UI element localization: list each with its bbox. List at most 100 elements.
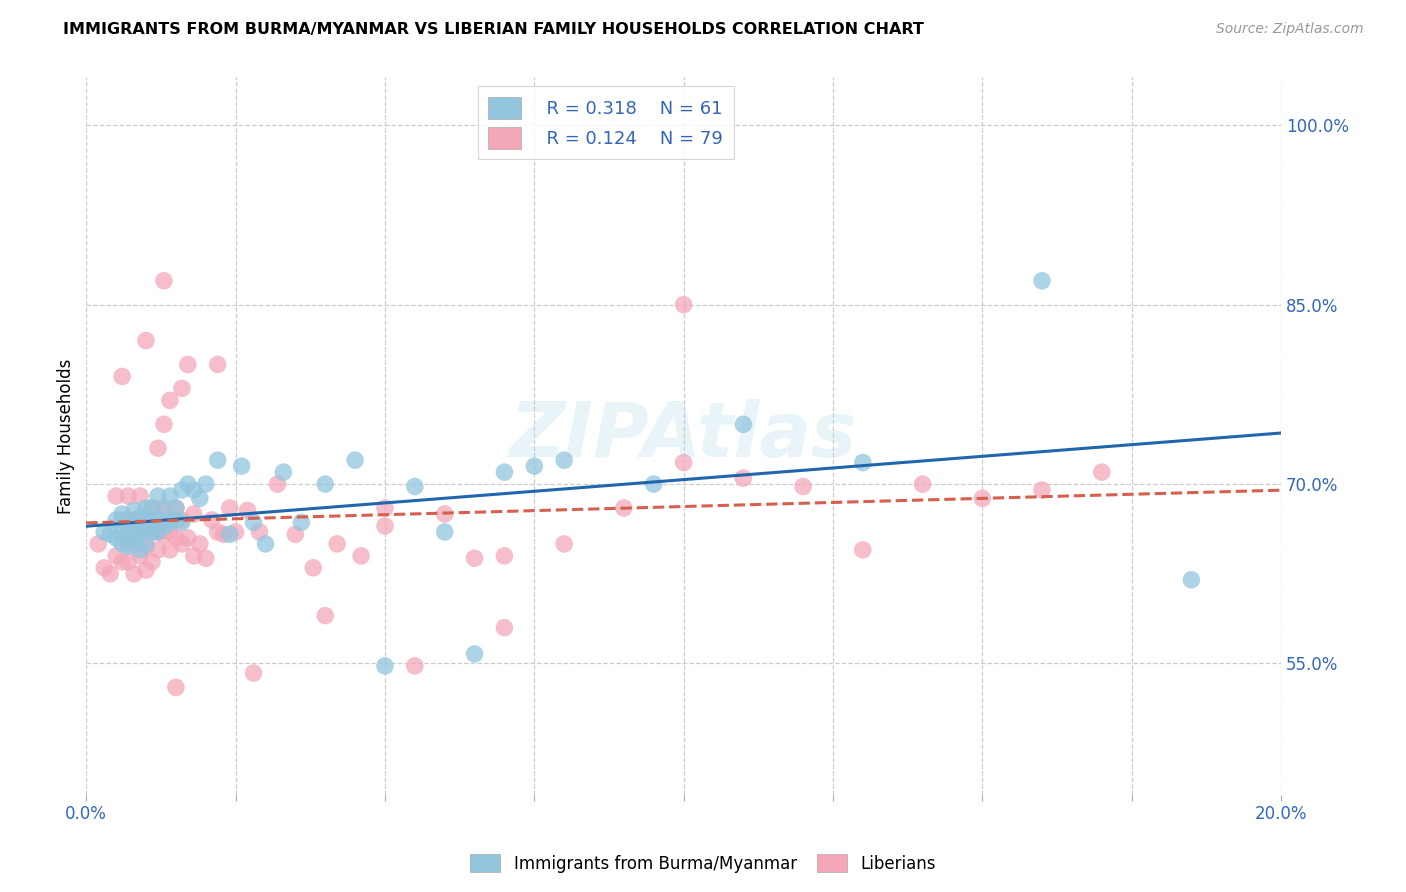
Point [122, 566, 145, 581]
Point [117, 537, 139, 551]
Text: IMMIGRANTS FROM BURMA/MYANMAR VS LIBERIAN FAMILY HOUSEHOLDS CORRELATION CHART: IMMIGRANTS FROM BURMA/MYANMAR VS LIBERIA… [63, 22, 924, 37]
Point [201, 513, 224, 527]
Legend: Immigrants from Burma/Myanmar, Liberians: Immigrants from Burma/Myanmar, Liberians [464, 847, 942, 880]
Legend:   R = 0.318    N = 61,   R = 0.124    N = 79: R = 0.318 N = 61, R = 0.124 N = 79 [478, 87, 734, 160]
Point [433, 507, 456, 521]
Point [249, 524, 271, 539]
Point [141, 501, 163, 516]
Point [494, 465, 516, 479]
Point [129, 542, 152, 557]
Point [523, 459, 546, 474]
Point [93, 524, 115, 539]
Point [129, 549, 152, 563]
Point [1031, 274, 1053, 288]
Y-axis label: Family Households: Family Households [58, 359, 75, 514]
Point [170, 516, 193, 530]
Point [273, 465, 295, 479]
Point [105, 549, 128, 563]
Point [290, 516, 312, 530]
Text: Source: ZipAtlas.com: Source: ZipAtlas.com [1216, 22, 1364, 37]
Point [1180, 573, 1202, 587]
Point [188, 537, 211, 551]
Point [207, 453, 229, 467]
Point [183, 549, 205, 563]
Point [153, 519, 176, 533]
Point [643, 477, 665, 491]
Point [284, 527, 307, 541]
Point [105, 513, 128, 527]
Point [135, 513, 157, 527]
Point [111, 513, 134, 527]
Point [98, 566, 121, 581]
Point [146, 489, 169, 503]
Point [129, 524, 152, 539]
Point [153, 274, 176, 288]
Point [1091, 465, 1114, 479]
Point [165, 501, 187, 516]
Point [350, 549, 373, 563]
Point [159, 542, 181, 557]
Point [188, 491, 211, 506]
Point [141, 555, 163, 569]
Point [225, 524, 247, 539]
Point [170, 381, 193, 395]
Point [117, 513, 139, 527]
Point [194, 477, 217, 491]
Point [553, 537, 575, 551]
Point [183, 483, 205, 497]
Point [93, 561, 115, 575]
Point [153, 417, 176, 432]
Point [117, 555, 139, 569]
Point [117, 521, 139, 535]
Point [314, 608, 336, 623]
Point [852, 456, 875, 470]
Point [170, 537, 193, 551]
Point [153, 527, 176, 541]
Point [242, 516, 264, 530]
Point [129, 489, 152, 503]
Point [672, 456, 695, 470]
Point [733, 471, 755, 485]
Point [117, 539, 139, 553]
Point [911, 477, 934, 491]
Point [972, 491, 994, 506]
Point [254, 537, 277, 551]
Point [153, 501, 176, 516]
Point [146, 524, 169, 539]
Point [111, 537, 134, 551]
Point [146, 542, 169, 557]
Point [792, 479, 814, 493]
Point [135, 563, 157, 577]
Point [135, 501, 157, 516]
Point [105, 489, 128, 503]
Point [141, 516, 163, 530]
Point [146, 524, 169, 539]
Point [146, 513, 169, 527]
Point [404, 479, 426, 493]
Point [122, 516, 145, 530]
Point [194, 551, 217, 566]
Point [87, 537, 110, 551]
Point [672, 298, 695, 312]
Point [111, 507, 134, 521]
Point [613, 501, 636, 516]
Point [326, 537, 349, 551]
Point [177, 358, 200, 372]
Point [111, 369, 134, 384]
Point [177, 531, 200, 545]
Point [464, 551, 486, 566]
Point [105, 531, 128, 545]
Point [236, 503, 259, 517]
Point [344, 453, 367, 467]
Point [733, 417, 755, 432]
Point [122, 524, 145, 539]
Point [494, 549, 516, 563]
Point [314, 477, 336, 491]
Point [207, 358, 229, 372]
Point [135, 334, 157, 348]
Point [122, 513, 145, 527]
Point [135, 521, 157, 535]
Point [218, 527, 240, 541]
Point [122, 537, 145, 551]
Point [433, 524, 456, 539]
